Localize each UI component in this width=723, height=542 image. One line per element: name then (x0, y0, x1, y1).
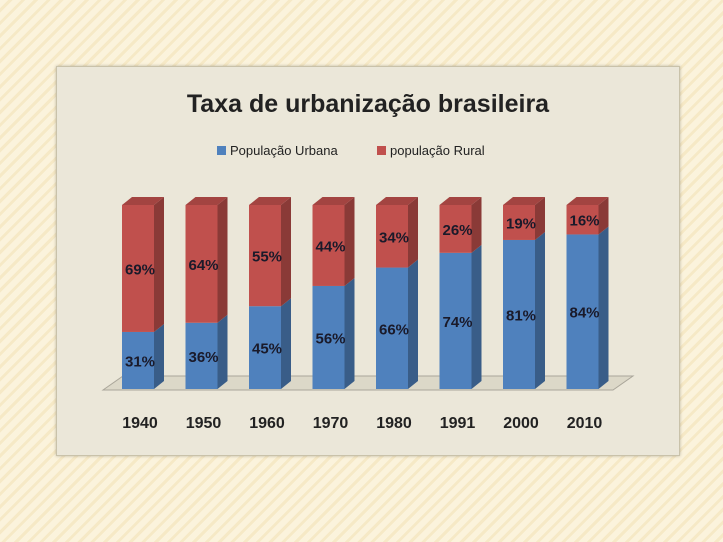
legend-label-rural: população Rural (390, 143, 485, 158)
data-label-1970-0: 56% (315, 330, 345, 347)
data-label-2000-0: 81% (506, 307, 536, 324)
bar-side-2010-0 (598, 226, 609, 389)
bar-side-1950-0 (217, 314, 228, 389)
bar-top-1980 (376, 197, 418, 205)
data-label-2000-1: 19% (506, 215, 536, 232)
data-label-2010-0: 84% (569, 305, 599, 322)
bar-front-2000-0 (503, 239, 535, 389)
data-label-1950-1: 64% (188, 257, 218, 274)
bar-top-2010 (566, 197, 609, 205)
x-tick-label-2010: 2010 (567, 415, 603, 432)
bar-front-2010-0 (566, 234, 599, 389)
bar-front-1970-1 (312, 205, 345, 286)
bar-side-1950-1 (217, 197, 228, 323)
bar-front-1991-1 (439, 205, 472, 253)
bar-side-1991-1 (471, 197, 482, 253)
legend-swatch-urban (217, 146, 226, 155)
bar-front-1950-0 (185, 322, 218, 389)
bar-top-1970 (312, 197, 355, 205)
x-tick-label-1940: 1940 (122, 415, 158, 432)
bar-front-1940-1 (122, 205, 154, 332)
bar-side-2000-0 (535, 231, 545, 389)
bar-top-1940 (122, 197, 164, 205)
bar-side-1960-0 (281, 298, 291, 389)
data-label-1991-1: 26% (442, 222, 472, 239)
bar-side-1980-0 (408, 259, 418, 389)
data-label-1991-0: 74% (442, 314, 472, 331)
data-label-1980-1: 34% (379, 229, 409, 246)
x-tick-label-1991: 1991 (440, 415, 476, 432)
bar-side-1991-0 (471, 244, 482, 389)
bar-side-1940-1 (154, 197, 164, 332)
bar-front-2000-1 (503, 205, 535, 240)
bar-front-1950-1 (185, 205, 218, 323)
data-label-1940-1: 69% (125, 261, 155, 278)
bar-front-2010-1 (566, 205, 599, 235)
bar-side-1980-1 (408, 197, 418, 268)
bar-front-1980-1 (376, 205, 408, 268)
legend: População Urbana população Rural (217, 143, 485, 158)
legend-swatch-rural (377, 146, 386, 155)
bar-top-1950 (185, 197, 228, 205)
bar-front-1940-0 (122, 331, 154, 389)
bar-side-1970-1 (344, 197, 355, 286)
bar-top-1991 (439, 197, 482, 205)
x-tick-label-1970: 1970 (313, 415, 349, 432)
bar-top-1960 (249, 197, 291, 205)
x-tick-label-1960: 1960 (249, 415, 285, 432)
x-tick-label-1980: 1980 (376, 415, 412, 432)
legend-label-urban: População Urbana (230, 143, 338, 158)
data-label-2010-1: 16% (569, 213, 599, 230)
bar-side-1960-1 (281, 197, 291, 307)
bar-front-1960-1 (249, 205, 281, 307)
data-label-1980-0: 66% (379, 321, 409, 338)
bar-front-1960-0 (249, 306, 281, 389)
chart-title: Taxa de urbanização brasileira (187, 90, 550, 118)
bar-front-1980-0 (376, 267, 408, 389)
bar-top-2000 (503, 197, 545, 205)
bar-front-1970-0 (312, 285, 345, 389)
data-label-1960-1: 55% (252, 249, 282, 266)
data-label-1970-1: 44% (315, 238, 345, 255)
bar-side-1940-0 (154, 323, 164, 389)
data-label-1940-0: 31% (125, 353, 155, 370)
x-tick-label-1950: 1950 (186, 415, 222, 432)
chart-floor (101, 375, 635, 391)
data-label-1950-0: 36% (188, 349, 218, 366)
bar-side-2000-1 (535, 197, 545, 240)
bar-front-1991-0 (439, 252, 472, 389)
data-label-1960-0: 45% (252, 341, 282, 358)
x-tick-label-2000: 2000 (503, 415, 539, 432)
bar-side-1970-0 (344, 277, 355, 389)
bar-side-2010-1 (598, 197, 609, 235)
